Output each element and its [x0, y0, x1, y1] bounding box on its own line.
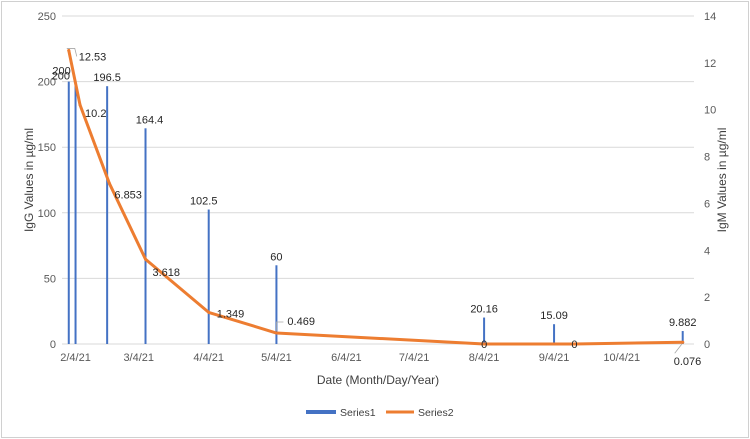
- x-tick-label: 9/4/21: [539, 352, 570, 364]
- line-point: [144, 257, 148, 261]
- x-tick-label: 8/4/21: [469, 352, 500, 364]
- line-data-label: 12.53: [79, 51, 107, 63]
- bar: [144, 128, 147, 344]
- bar: [483, 317, 486, 344]
- leader-line: [276, 321, 284, 332]
- bar-data-label: 200: [52, 66, 70, 78]
- leader-line: [66, 48, 78, 57]
- line-data-label: 6.853: [114, 189, 142, 201]
- bar: [67, 81, 70, 344]
- y-tick-label: 100: [38, 208, 56, 220]
- bar-data-label: 102.5: [190, 196, 218, 208]
- y2-tick-label: 8: [704, 152, 710, 164]
- x-tick-label: 6/4/21: [331, 352, 362, 364]
- y2-tick-label: 12: [704, 58, 716, 70]
- y-tick-label: 250: [38, 11, 56, 23]
- bar: [74, 81, 77, 344]
- legend-swatch-series1: [306, 410, 336, 414]
- y-axis-title: IgG Values in µg/ml: [22, 128, 36, 232]
- bar-data-label: 164.4: [136, 114, 164, 126]
- bar-data-label: 196.5: [93, 72, 121, 84]
- y2-axis-title: IgM Values in µg/ml: [715, 128, 729, 233]
- y2-tick-label: 14: [704, 11, 716, 23]
- line-point: [274, 331, 278, 335]
- y-tick-label: 0: [50, 339, 56, 351]
- bar-data-label: 20.16: [470, 304, 498, 316]
- line-point: [107, 181, 111, 185]
- line-data-label: 0.469: [287, 316, 315, 328]
- y-tick-label: 150: [38, 142, 56, 154]
- y2-tick-label: 6: [704, 198, 710, 210]
- y-tick-label: 50: [44, 273, 56, 285]
- line-point: [681, 340, 685, 344]
- x-axis-title: Date (Month/Day/Year): [317, 373, 439, 387]
- leader-line: [674, 343, 683, 354]
- line-data-label: 0: [571, 339, 577, 351]
- bar-data-label: 15.09: [540, 310, 568, 322]
- bar-data-label: 200: [52, 71, 70, 83]
- line-point: [67, 48, 71, 52]
- x-tick-label: 3/4/21: [123, 352, 154, 364]
- bar: [106, 86, 109, 344]
- line-point: [207, 310, 211, 314]
- line-data-label: 10.2: [85, 108, 106, 120]
- bar: [275, 265, 278, 344]
- bar: [681, 331, 684, 344]
- line-data-label: 3.618: [153, 267, 181, 279]
- line-point: [78, 103, 82, 107]
- line-data-label: 0: [481, 339, 487, 351]
- x-tick-label: 5/4/21: [261, 352, 292, 364]
- line-data-label: 0.076: [674, 356, 702, 368]
- legend-label-series2: Series2: [418, 407, 454, 419]
- x-tick-label: 2/4/21: [60, 352, 91, 364]
- bar-data-label: 9.882: [669, 317, 697, 329]
- bar-data-label: 60: [270, 251, 282, 263]
- y-tick-label: 200: [38, 77, 56, 89]
- y2-tick-label: 2: [704, 292, 710, 304]
- x-tick-label: 4/4/21: [193, 352, 224, 364]
- y2-tick-label: 10: [704, 105, 716, 117]
- bar: [553, 324, 556, 344]
- line-data-label: 1.349: [217, 308, 245, 320]
- line-point: [482, 342, 486, 346]
- line-point: [572, 342, 576, 346]
- y2-tick-label: 4: [704, 245, 710, 257]
- legend-label-series1: Series1: [340, 407, 376, 419]
- bar: [207, 209, 210, 344]
- x-tick-label: 10/4/21: [603, 352, 640, 364]
- x-tick-label: 7/4/21: [399, 352, 430, 364]
- y2-tick-label: 0: [704, 339, 710, 351]
